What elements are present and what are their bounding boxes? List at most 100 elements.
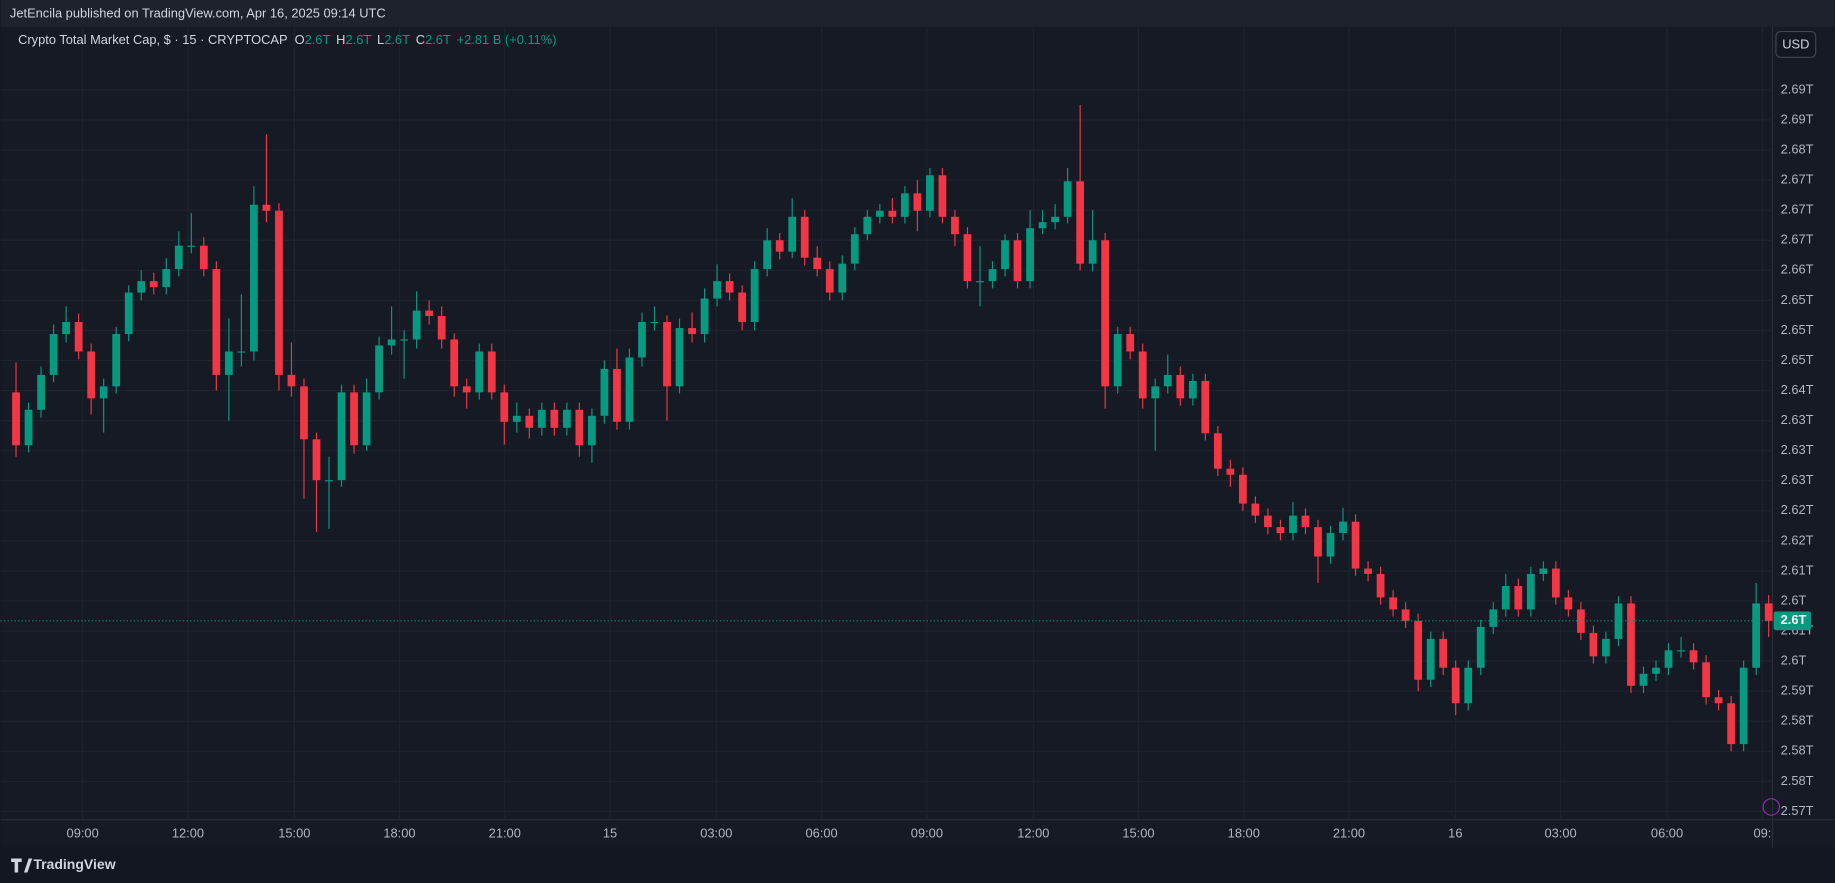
y-tick-label: 2.58T — [1781, 743, 1814, 758]
legend-o-label: O — [295, 32, 305, 47]
candle-body — [951, 216, 959, 235]
candle-body — [775, 240, 784, 252]
candle-body — [713, 281, 721, 299]
last-price-label: 2.6T — [1781, 612, 1807, 627]
candle-body — [412, 310, 421, 340]
candle-body — [913, 193, 922, 211]
x-tick-label: 09:00 — [911, 825, 943, 840]
legend-o-value: 2.6T — [305, 32, 331, 47]
candle-body — [62, 322, 70, 335]
candle-body — [763, 240, 772, 270]
candle-body — [575, 409, 584, 446]
y-tick-label: 2.65T — [1781, 292, 1814, 307]
candle-body — [1126, 334, 1135, 352]
candle-body — [1138, 351, 1147, 399]
candle-body — [124, 292, 133, 335]
candle-body — [1176, 374, 1185, 399]
candle-body — [400, 339, 409, 341]
candle-body — [350, 392, 358, 446]
candle-body — [49, 334, 58, 375]
candle-body — [1476, 626, 1485, 668]
candle-body — [1539, 568, 1548, 574]
candle-body — [537, 409, 546, 428]
candle-body — [1326, 533, 1335, 557]
candle-body — [1151, 386, 1160, 399]
y-tick-label: 2.59T — [1781, 683, 1814, 698]
x-tick-label: 06:00 — [1651, 825, 1683, 840]
x-tick-label: 03:00 — [1545, 825, 1577, 840]
candle-body — [1489, 609, 1498, 627]
alert-icon[interactable] — [1762, 798, 1781, 816]
candle-body — [99, 386, 108, 399]
x-tick-label: 09:00 — [67, 825, 99, 840]
candle-body — [976, 281, 984, 283]
candle-body — [325, 480, 333, 482]
candle-body — [287, 374, 296, 387]
candle-body — [1577, 609, 1585, 633]
candle-body — [1051, 216, 1059, 223]
candle-body — [512, 415, 521, 422]
y-tick-label: 2.61T — [1781, 562, 1814, 577]
candle-body — [37, 374, 45, 410]
candle-body — [1188, 380, 1197, 399]
candle-body — [199, 245, 208, 270]
footer-bar — [0, 847, 1835, 883]
y-tick-label: 2.67T — [1781, 232, 1814, 247]
x-tick-label: 21:00 — [1333, 825, 1365, 840]
candle-body — [650, 322, 659, 324]
candle-body — [1652, 667, 1660, 674]
candle-body — [12, 392, 20, 446]
y-tick-label: 2.63T — [1781, 442, 1814, 457]
candles — [0, 104, 1773, 752]
header-title: JetEncila published on TradingView.com, … — [10, 5, 386, 20]
candle-body — [1664, 650, 1673, 668]
candle-body — [1076, 181, 1085, 264]
candle-body — [187, 245, 196, 247]
legend: Crypto Total Market Cap, $ · 15 · CRYPTO… — [18, 32, 556, 47]
y-tick-label: 2.64T — [1781, 382, 1814, 397]
y-tick-label: 2.65T — [1781, 322, 1814, 337]
candle-body — [725, 281, 734, 293]
candle-body — [1339, 521, 1347, 534]
candle-body — [275, 210, 283, 375]
candle-body — [437, 315, 446, 340]
currency-label[interactable]: USD — [1782, 36, 1809, 51]
candle-body — [1376, 573, 1385, 598]
candle-body — [1301, 515, 1310, 528]
footer-brand: TradingView — [33, 856, 115, 872]
x-tick-label: 16 — [1448, 825, 1462, 840]
candle-body — [663, 322, 671, 387]
candle-body — [462, 386, 471, 393]
grid — [0, 26, 1773, 820]
candle-body — [1226, 468, 1235, 475]
candle-body — [1213, 433, 1222, 469]
y-tick-label: 2.68T — [1781, 141, 1814, 156]
candle-body — [625, 357, 634, 422]
candle-body — [425, 310, 434, 316]
currency-button[interactable] — [1775, 30, 1817, 58]
y-tick-label: 2.57T — [1781, 803, 1814, 818]
candle-body — [212, 269, 221, 375]
candle-body — [738, 292, 747, 323]
candle-body — [337, 392, 346, 481]
candle-body — [1514, 585, 1523, 610]
candle-body — [312, 439, 321, 481]
candle-body — [863, 216, 872, 235]
candle-body — [74, 322, 83, 352]
candle-body — [487, 351, 496, 393]
legend-l-value: 2.6T — [384, 32, 410, 47]
legend-l-label: L — [377, 32, 384, 47]
candle-body — [1201, 380, 1210, 434]
candle-body — [300, 386, 308, 440]
legend-change: +2.81 B (+0.11%) — [457, 32, 557, 47]
y-tick-label: 2.58T — [1781, 713, 1814, 728]
legend-c-label: C — [416, 32, 425, 47]
candle-body — [638, 322, 646, 358]
candle-body — [850, 234, 859, 264]
candle-body — [562, 409, 571, 428]
candle-body — [700, 298, 709, 335]
candle-body — [888, 210, 897, 217]
candle-body — [1752, 603, 1761, 668]
x-tick-label: 18:00 — [1228, 825, 1260, 840]
